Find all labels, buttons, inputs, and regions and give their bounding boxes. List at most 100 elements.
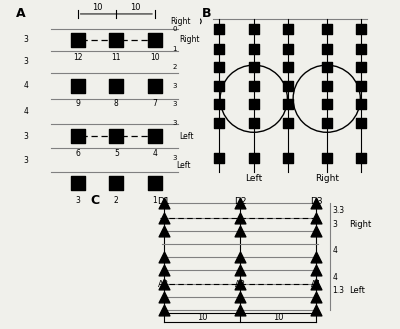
Text: 3.3: 3.3 [332,206,345,215]
Text: 7: 7 [153,99,158,108]
Text: 9: 9 [75,99,80,108]
Text: B: B [202,7,212,20]
Text: 10: 10 [92,3,102,12]
Point [358,155,364,160]
Text: C: C [90,194,100,207]
Point [324,155,330,160]
Point [113,83,120,89]
Point [237,228,243,234]
Point [324,102,330,107]
Point [161,268,167,273]
Point [358,26,364,31]
Text: 10: 10 [273,313,283,322]
Text: Right: Right [170,17,190,26]
Point [113,181,120,186]
Point [161,281,167,286]
Point [74,37,81,42]
Point [313,294,319,299]
Text: 6: 6 [75,149,80,158]
Point [324,83,330,89]
Text: 2: 2 [114,196,119,205]
Point [152,83,158,89]
Text: 10: 10 [197,313,207,322]
Text: 4: 4 [24,107,28,116]
Point [324,65,330,70]
Point [358,83,364,89]
Text: Left: Left [176,161,190,169]
Text: A: A [16,7,26,20]
Point [216,46,222,52]
Text: 3: 3 [332,220,337,229]
Text: Left: Left [245,174,262,184]
Text: Right: Right [315,174,339,184]
Point [250,155,257,160]
Point [216,83,222,89]
Point [161,201,167,206]
Point [285,155,292,160]
Point [358,102,364,107]
Point [250,65,257,70]
Text: 3: 3 [75,196,80,205]
Text: 3: 3 [24,35,28,44]
Point [237,294,243,299]
Point [250,102,257,107]
Point [250,83,257,89]
Text: 11: 11 [112,53,121,62]
Text: 0: 0 [172,26,177,32]
Point [216,155,222,160]
Point [195,19,201,24]
Point [324,26,330,31]
Text: Left: Left [180,132,194,141]
Text: 10: 10 [150,53,160,62]
Point [237,307,243,313]
Point [161,307,167,313]
Text: 3: 3 [24,132,28,141]
Point [216,102,222,107]
Point [237,215,243,220]
Point [113,134,120,139]
Point [313,268,319,273]
Text: 12: 12 [73,53,82,62]
Point [237,281,243,286]
Text: 2: 2 [172,64,177,70]
Text: 4: 4 [332,246,337,255]
Point [358,65,364,70]
Text: 4: 4 [153,149,158,158]
Point [313,215,319,220]
Point [285,120,292,125]
Text: 5: 5 [114,149,119,158]
Point [237,201,243,206]
Point [313,201,319,206]
Point [161,228,167,234]
Point [216,120,222,125]
Point [285,65,292,70]
Point [216,65,222,70]
Text: 3: 3 [172,120,177,126]
Text: 3: 3 [24,156,28,165]
Text: 4: 4 [332,272,337,282]
Text: D2: D2 [234,197,246,206]
Text: 8: 8 [114,99,119,108]
Text: 4: 4 [24,81,28,90]
Text: 1.3: 1.3 [332,286,344,295]
Point [237,268,243,273]
Text: 3: 3 [172,155,177,161]
Point [237,255,243,260]
Point [285,46,292,52]
Point [358,46,364,52]
Text: Right: Right [180,35,200,44]
Point [74,181,81,186]
Text: Left: Left [349,286,365,295]
Text: 10: 10 [130,3,141,12]
Point [313,255,319,260]
Point [161,294,167,299]
Text: 1: 1 [153,196,158,205]
Point [324,46,330,52]
Point [152,134,158,139]
Point [216,26,222,31]
Text: A2: A2 [234,280,246,289]
Point [152,181,158,186]
Point [313,307,319,313]
Point [113,37,120,42]
Point [250,46,257,52]
